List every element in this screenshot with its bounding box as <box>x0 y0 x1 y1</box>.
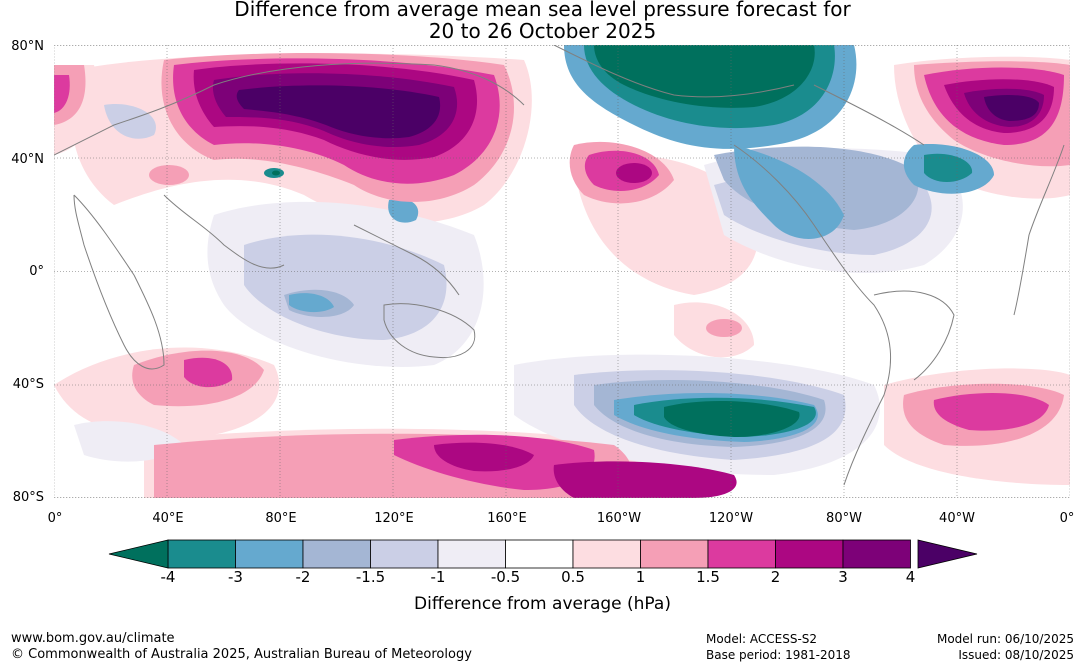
lon-label-0-right: 0° <box>1059 511 1075 526</box>
colorbar-tick-label: -1.5 <box>355 568 386 586</box>
lat-label-80n: 80°N <box>11 39 44 54</box>
lat-label-40n: 40°N <box>11 152 44 167</box>
pressure-anomaly-map <box>54 45 1070 498</box>
footer-copyright: © Commonwealth of Australia 2025, Austra… <box>11 647 472 662</box>
colorbar-tick-label: 1.5 <box>696 568 720 586</box>
colorbar-tick-label: 4 <box>905 568 916 586</box>
footer-website: www.bom.gov.au/climate <box>11 631 175 646</box>
lat-label-equator: 0° <box>29 264 44 279</box>
footer-model-run: Model run: 06/10/2025 <box>936 632 1074 646</box>
footer-model: Model: ACCESS-S2 <box>706 632 818 646</box>
colorbar-cell <box>842 539 911 569</box>
lat-label-40s: 40°S <box>12 377 44 392</box>
colorbar-cell <box>572 539 641 569</box>
coastlines <box>54 45 1065 486</box>
colorbar-label: Difference from average (hPa) <box>414 594 671 614</box>
lon-label-40e: 40°E <box>152 511 184 526</box>
colorbar-cell <box>505 539 574 569</box>
chart-title: Difference from average mean sea level p… <box>234 0 851 21</box>
colorbar-tick-label: 1 <box>635 568 646 586</box>
colorbar-cell <box>370 539 439 569</box>
lon-label-80w: 80°W <box>826 511 862 526</box>
colorbar-cell <box>302 539 371 569</box>
lon-label-80e: 80°E <box>265 511 297 526</box>
colorbar-cell <box>640 539 709 569</box>
colorbar-cell <box>167 539 236 569</box>
lon-label-40w: 40°W <box>939 511 975 526</box>
footer-base-period: Base period: 1981-2018 <box>706 648 851 662</box>
colorbar-cell <box>437 539 506 569</box>
colorbar <box>108 539 978 569</box>
colorbar-tick-label: -2 <box>295 568 311 586</box>
colorbar-cell <box>235 539 304 569</box>
map-svg <box>54 45 1070 498</box>
colorbar-cell <box>775 539 844 569</box>
colorbar-tick-label: 3 <box>838 568 848 586</box>
anomaly-darkpurple <box>236 85 1039 139</box>
lat-label-80s: 80°S <box>12 490 44 505</box>
colorbar-over-triangle <box>917 539 978 569</box>
colorbar-tick-label: 0.5 <box>561 568 585 586</box>
lon-label-160w: 160°W <box>596 511 642 526</box>
lon-label-160e: 160°E <box>487 511 527 526</box>
colorbar-tick-label: -3 <box>228 568 243 586</box>
lon-label-0-left: 0° <box>47 511 63 526</box>
colorbar-under-triangle <box>108 539 169 569</box>
footer-issued: Issued: 08/10/2025 <box>958 648 1074 662</box>
colorbar-cells <box>167 539 911 569</box>
colorbar-cell <box>707 539 776 569</box>
lon-label-120e: 120°E <box>374 511 414 526</box>
chart-subtitle: 20 to 26 October 2025 <box>428 19 657 43</box>
colorbar-tick-label: -1 <box>430 568 446 586</box>
colorbar-tick-label: -0.5 <box>490 568 521 586</box>
lon-label-120w: 120°W <box>708 511 754 526</box>
colorbar-tick-label: -4 <box>160 568 176 586</box>
colorbar-tick-label: 2 <box>770 568 781 586</box>
